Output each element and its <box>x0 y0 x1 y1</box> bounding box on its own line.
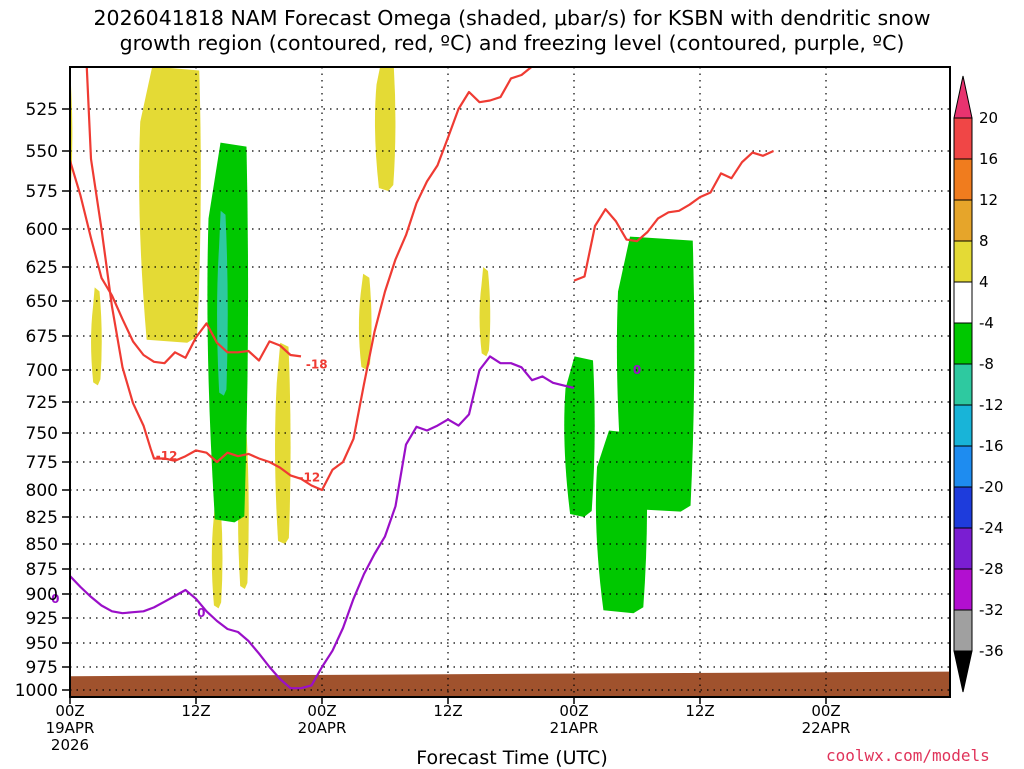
omega-negative-region <box>207 142 249 523</box>
dgz-contour <box>573 149 774 282</box>
colorbar-top-arrow <box>953 75 973 119</box>
x-axis-title: Forecast Time (UTC) <box>416 747 608 769</box>
ground-surface <box>70 671 950 697</box>
contour-label: -12 <box>156 449 178 463</box>
contour-label: 0 <box>51 592 59 606</box>
contour-label: -18 <box>306 358 328 372</box>
colorbar-label: -4 <box>979 314 994 332</box>
colorbar-label: 20 <box>979 109 998 127</box>
colorbar-bin <box>953 322 973 365</box>
y-tick-label: 625 <box>26 258 58 278</box>
colorbar-bin <box>953 527 973 570</box>
omega-positive-region <box>275 342 291 544</box>
colorbar-label: -28 <box>979 560 1004 578</box>
colorbar-bin <box>953 117 973 160</box>
colorbar-label: 12 <box>979 191 998 209</box>
ground-fill <box>70 671 950 697</box>
y-tick-label: 900 <box>26 585 58 605</box>
colorbar-bin <box>953 240 973 283</box>
colorbar-bin <box>953 281 973 324</box>
omega-negative-region <box>564 356 595 517</box>
x-tick-label: 2026 <box>51 736 89 754</box>
y-tick-label: 775 <box>26 453 58 473</box>
dgz-contour <box>70 158 302 365</box>
title-line-2: growth region (contoured, red, ºC) and f… <box>119 31 905 55</box>
y-tick-label: 925 <box>26 609 58 629</box>
x-tick-label: 00Z <box>55 702 84 720</box>
y-tick-label: 600 <box>26 220 58 240</box>
y-tick-label: 675 <box>26 327 58 347</box>
omega-negative-region <box>616 236 695 512</box>
colorbar-bin <box>953 568 973 611</box>
colorbar-label: -8 <box>979 355 994 373</box>
colorbar-label: -36 <box>979 642 1004 660</box>
omega-positive-region <box>358 273 372 370</box>
contours <box>70 67 774 690</box>
y-tick-label: 575 <box>26 182 58 202</box>
y-tick-label: 850 <box>26 535 58 555</box>
colorbar-label: -20 <box>979 478 1004 496</box>
colorbar-label: -24 <box>979 519 1004 537</box>
y-tick-label: 750 <box>26 424 58 444</box>
title-line-1: 2026041818 NAM Forecast Omega (shaded, μ… <box>93 6 931 30</box>
y-axis: 525 550 575 600 625 650 675 700 725 750 775 800 825 8… <box>15 100 70 701</box>
colorbar-bin <box>953 609 973 652</box>
freezing-level-contour <box>70 355 575 690</box>
omega-positive-region <box>139 67 201 343</box>
y-tick-label: 950 <box>26 634 58 654</box>
credit-text: coolwx.com/models <box>826 746 990 765</box>
contour-label: 0 <box>197 606 205 620</box>
colorbar-label: 8 <box>979 232 989 250</box>
colorbar-label: 4 <box>979 273 989 291</box>
plot-frame <box>69 66 951 698</box>
x-tick-label: 00Z <box>559 702 588 720</box>
colorbar-bin <box>953 158 973 201</box>
chart-title: 2026041818 NAM Forecast Omega (shaded, μ… <box>0 6 1024 56</box>
y-tick-label: 725 <box>26 393 58 413</box>
colorbar-bin <box>953 363 973 406</box>
x-tick-label: 22APR <box>802 719 851 737</box>
colorbar-bin <box>953 486 973 529</box>
contour-label: 0 <box>633 363 641 377</box>
y-tick-label: 875 <box>26 560 58 580</box>
x-tick-label: 19APR <box>46 719 95 737</box>
y-tick-label: 550 <box>26 142 58 162</box>
y-tick-label: 650 <box>26 292 58 312</box>
chart-grid <box>69 67 950 697</box>
colorbar: 20 16 12 8 4 -4 -8 -12 -16 -20 -24 -28 -32 -36 <box>953 75 1004 693</box>
x-tick-label: 12Z <box>181 702 210 720</box>
colorbar-bottom-arrow <box>953 650 973 693</box>
y-tick-label: 975 <box>26 658 58 678</box>
colorbar-bin <box>953 404 973 447</box>
x-tick-label: 12Z <box>685 702 714 720</box>
colorbar-label: -12 <box>979 396 1004 414</box>
omega-positive-region <box>479 267 491 357</box>
y-tick-label: 525 <box>26 100 58 120</box>
y-tick-label: 1000 <box>15 681 58 701</box>
colorbar-bin <box>953 445 973 488</box>
dgz-contour <box>85 67 534 492</box>
omega-positive-region <box>374 67 396 191</box>
x-tick-label: 21APR <box>550 719 599 737</box>
omega-positive-region <box>211 495 223 609</box>
contour-label: -12 <box>299 471 321 485</box>
y-tick-label: 700 <box>26 361 58 381</box>
omega-shading <box>70 67 695 614</box>
colorbar-label: 16 <box>979 150 998 168</box>
colorbar-label: -32 <box>979 601 1004 619</box>
x-tick-label: 12Z <box>433 702 462 720</box>
x-tick-label: 20APR <box>298 719 347 737</box>
x-tick-label: 00Z <box>811 702 840 720</box>
y-tick-label: 825 <box>26 508 58 528</box>
y-tick-label: 800 <box>26 481 58 501</box>
colorbar-bin <box>953 199 973 242</box>
colorbar-label: -16 <box>979 437 1004 455</box>
contour-labels: -18 -12 -12 0 0 0 <box>51 358 641 621</box>
x-tick-label: 00Z <box>307 702 336 720</box>
